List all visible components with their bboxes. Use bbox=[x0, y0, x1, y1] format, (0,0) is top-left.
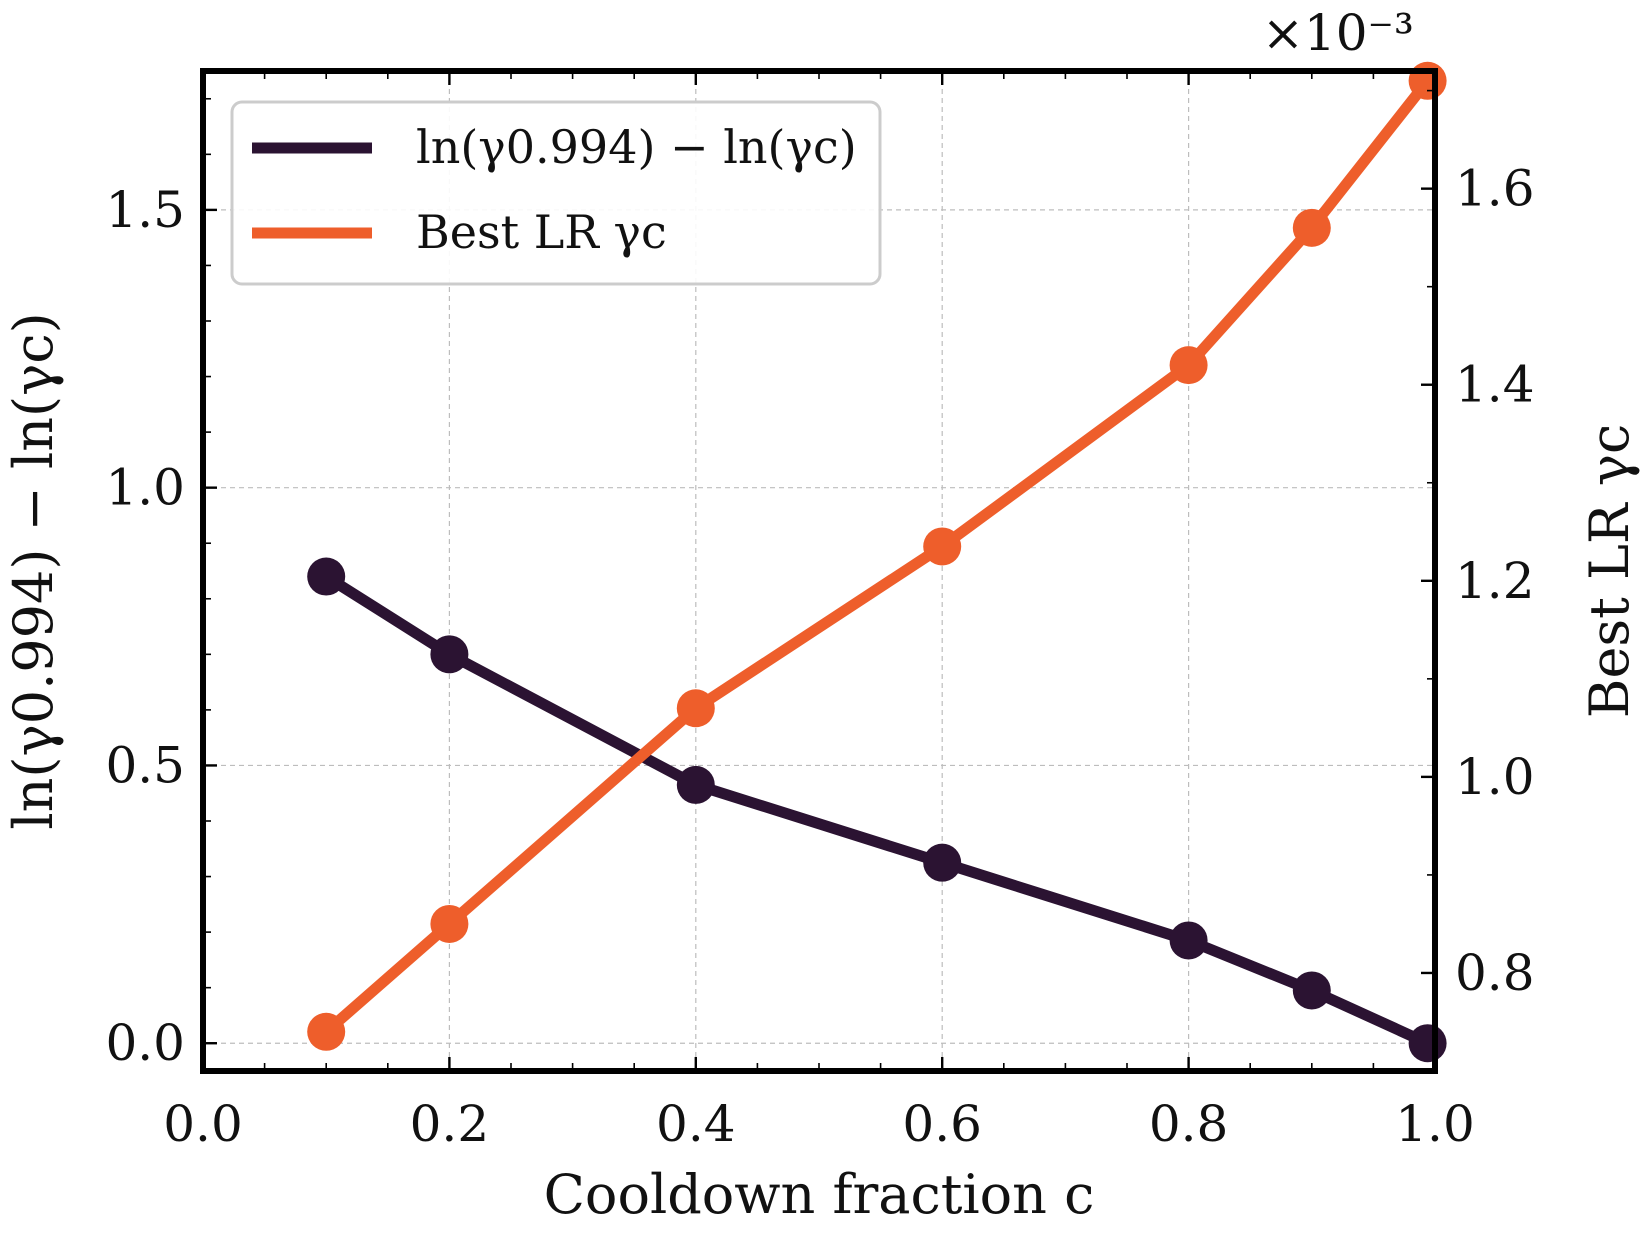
data-point-gap bbox=[1169, 921, 1208, 960]
y-right-tick-label: 1.6 bbox=[1455, 160, 1535, 218]
x-tick-label: 0.6 bbox=[902, 1095, 982, 1153]
x-tick-label: 0.2 bbox=[410, 1095, 490, 1153]
x-axis-label: Cooldown fraction c bbox=[544, 1163, 1095, 1226]
data-point-best-lr bbox=[1408, 61, 1447, 100]
data-point-best-lr bbox=[676, 689, 715, 728]
legend: ln(γ0.994) − ln(γc) Best LR γc bbox=[230, 100, 882, 286]
legend-label-gap: ln(γ0.994) − ln(γc) bbox=[416, 120, 857, 174]
y-left-tick-label: 1.0 bbox=[105, 459, 185, 517]
data-point-best-lr bbox=[430, 904, 469, 943]
data-point-gap bbox=[430, 635, 469, 674]
data-point-gap bbox=[307, 557, 346, 596]
tick-layer: 0.0 0.2 0.4 0.6 0.8 1.0 0.0 0.5 1.0 1.5 0.8 1.0 1.2 1… bbox=[105, 71, 1535, 1153]
data-point-gap bbox=[923, 843, 962, 882]
series-line-gap bbox=[320, 571, 1434, 1049]
data-point-best-lr bbox=[307, 1012, 346, 1051]
data-point-gap bbox=[1408, 1024, 1447, 1063]
y-left-axis-label: ln(γ0.994) − ln(γc) bbox=[2, 312, 65, 829]
legend-label-best-lr: Best LR γc bbox=[416, 205, 667, 259]
legend-box bbox=[230, 100, 882, 286]
x-tick-label: 0.8 bbox=[1149, 1095, 1229, 1153]
data-point-best-lr bbox=[923, 527, 962, 566]
y-right-tick-label: 1.2 bbox=[1455, 552, 1535, 610]
series-layer bbox=[307, 61, 1447, 1063]
x-tick-label: 0.4 bbox=[656, 1095, 736, 1153]
y-right-axis-label: Best LR γc bbox=[1578, 424, 1641, 718]
y-left-tick-label: 0.0 bbox=[105, 1014, 185, 1072]
y-left-tick-label: 1.5 bbox=[105, 181, 185, 239]
x-tick-label: 1.0 bbox=[1395, 1095, 1475, 1153]
right-axis-multiplier: ×10⁻³ bbox=[1262, 4, 1414, 62]
y-right-tick-label: 1.0 bbox=[1455, 748, 1535, 806]
x-tick-label: 0.0 bbox=[163, 1095, 243, 1153]
data-point-gap bbox=[1292, 971, 1331, 1010]
y-left-tick-label: 0.5 bbox=[105, 736, 185, 794]
y-right-tick-label: 1.4 bbox=[1455, 356, 1535, 414]
y-right-tick-label: 0.8 bbox=[1455, 944, 1535, 1002]
data-point-best-lr bbox=[1292, 208, 1331, 247]
data-point-best-lr bbox=[1169, 346, 1208, 385]
data-point-gap bbox=[676, 765, 715, 804]
